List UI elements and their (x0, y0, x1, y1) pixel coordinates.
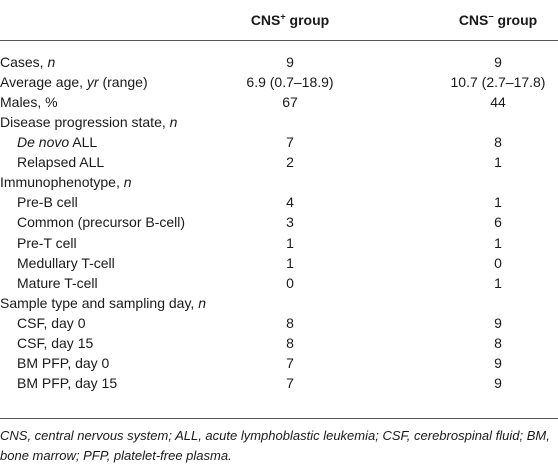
label-segment: Average age, (0, 74, 87, 91)
row-label: Pre-T cell (17, 233, 77, 253)
label-segment: Males, % (0, 94, 58, 111)
cell-value: 44 (490, 94, 506, 111)
cell-value: 67 (282, 94, 298, 111)
header-text: CNS (458, 12, 489, 28)
cell-value: 7 (286, 354, 294, 371)
label-segment: BM PFP, day 0 (17, 354, 110, 371)
label-segment: ALL (69, 134, 98, 151)
label-segment: yr (86, 74, 99, 91)
cell-value: 8 (286, 314, 294, 331)
cell-value: 8 (494, 134, 502, 151)
row-label: Medullary T-cell (17, 253, 115, 273)
cell-value: 9 (494, 54, 502, 70)
label-segment: Mature T-cell (17, 274, 98, 291)
cell-value: 1 (494, 194, 502, 211)
cell-value: 8 (494, 334, 502, 351)
cell-value: 9 (286, 54, 294, 70)
header-rule (0, 40, 558, 41)
label-segment: Cases, (0, 54, 48, 70)
row-label: BM PFP, day 15 (17, 373, 117, 393)
cell-value: 1 (286, 254, 294, 271)
label-segment: CSF, day 0 (17, 314, 86, 331)
row-label: Mature T-cell (17, 273, 98, 293)
header-sup: − (488, 11, 494, 22)
section-title: Immunophenotype, n (0, 172, 132, 192)
row-label: CSF, day 15 (17, 333, 93, 353)
row-label: Average age, yr (range) (0, 72, 148, 92)
label-segment: Pre-T cell (17, 234, 77, 251)
column-header: CNS+ group (210, 10, 370, 30)
header-text: group (285, 12, 330, 28)
label-segment: Sample type and sampling day, (0, 294, 199, 311)
header-sup: + (280, 11, 286, 22)
header-text: group (493, 12, 538, 28)
row-label: CSF, day 0 (17, 313, 85, 333)
cell-value: 8 (286, 334, 294, 351)
label-segment: Medullary T-cell (17, 254, 115, 271)
section-title: Disease progression state, n (0, 112, 177, 132)
header-text: CNS (250, 12, 281, 28)
row-label: Cases, n (0, 52, 55, 72)
cell-value: 9 (494, 354, 502, 371)
label-segment: n (169, 114, 178, 131)
cell-value: 1 (286, 234, 294, 251)
cell-value: 0 (286, 274, 294, 291)
cell-value: 9 (494, 314, 502, 331)
label-segment: BM PFP, day 15 (17, 374, 118, 391)
cell-value: 7 (286, 374, 294, 391)
column-header: CNS− group (418, 10, 558, 30)
label-segment: n (47, 54, 56, 70)
label-segment: (range) (98, 74, 148, 91)
cell-value: 1 (494, 234, 502, 251)
label-segment: Relapsed ALL (17, 154, 105, 171)
cell-value: 1 (494, 154, 502, 171)
label-segment: n (198, 294, 206, 311)
cell-value: 0 (494, 254, 502, 271)
cell-value: 7 (286, 134, 294, 151)
label-segment: Immunophenotype, (0, 174, 124, 191)
cell-value: 3 (286, 214, 294, 231)
label-segment: CSF, day 15 (17, 334, 94, 351)
label-segment: Pre-B cell (17, 194, 78, 211)
section-title: Sample type and sampling day, n (0, 293, 206, 313)
label-segment: Common (precursor B-cell) (17, 214, 186, 231)
row-label: Males, % (0, 92, 58, 112)
label-segment: Disease progression state, (0, 114, 170, 131)
bottom-rule (0, 418, 558, 419)
cell-value: 4 (286, 194, 294, 211)
cell-value: 6 (494, 214, 502, 231)
row-label: Relapsed ALL (17, 152, 104, 172)
row-label: De novo ALL (17, 132, 97, 152)
row-label: Pre-B cell (17, 192, 78, 212)
label-segment: n (123, 174, 132, 191)
cell-value: 6.9 (0.7–18.9) (246, 74, 334, 91)
cell-value: 9 (494, 374, 502, 391)
row-label: Common (precursor B-cell) (17, 212, 185, 232)
footnote: CNS, central nervous system; ALL, acute … (0, 428, 550, 463)
label-segment: De novo (17, 134, 70, 151)
cell-value: 10.7 (2.7–17.8) (450, 74, 546, 91)
row-label: BM PFP, day 0 (17, 353, 109, 373)
cell-value: 1 (494, 274, 502, 291)
cell-value: 2 (286, 154, 294, 171)
